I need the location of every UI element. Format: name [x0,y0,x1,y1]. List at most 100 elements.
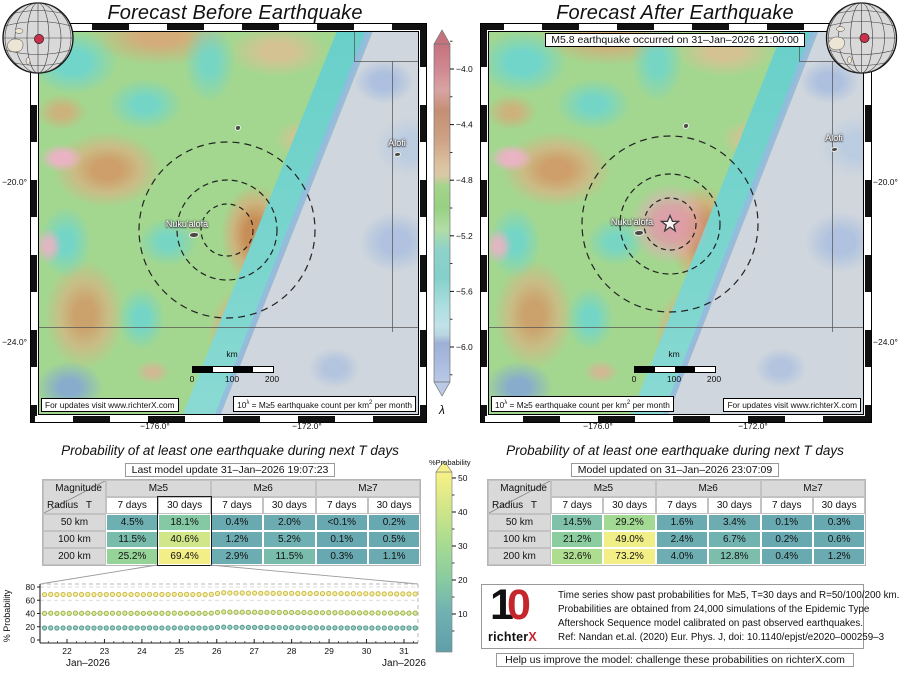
svg-text:40: 40 [458,507,468,517]
magnitude-group-header: M≥7 [315,480,421,497]
probability-cell: 0.4% [760,548,813,565]
before-model-update: Last model update 31–Jan–2026 19:07:23 [10,460,450,478]
probability-cell: 1.2% [210,531,264,548]
probability-cell: 0.3% [812,514,866,531]
scalebar-tick: 200 [264,374,280,384]
svg-text:λ: λ [438,403,445,417]
probability-cell: 11.5% [106,531,159,548]
probability-cell: 3.4% [708,514,761,531]
graticule-line [39,327,418,328]
lat-tick-label: −24.0° [873,337,898,347]
corner-magnitude: Magnitude [55,483,102,494]
graticule-line [353,61,418,62]
table-corner-cell: Magnitude Radius T [43,480,106,514]
note-line: Ref: Nandan et.al. (2020) Eur. Phys. J, … [558,632,885,643]
probability-cell: 14.5% [551,514,604,531]
probability-colorbar: 50 40 30 20 10 %Probability [429,458,471,653]
svg-text:−4.8: −4.8 [456,175,473,185]
scalebar-tick: 200 [706,374,722,384]
period-header: 7 days [655,497,709,514]
probability-cell: 2.4% [655,531,709,548]
globe-inset-right [823,0,900,81]
probability-cell: 29.2% [603,514,656,531]
series-points-0 [41,590,418,598]
lon-tick-label: −176.0° [140,421,170,431]
probability-cell: 1.2% [812,548,866,565]
period-header: 30 days [603,497,656,514]
map-frame-border [31,30,37,416]
period-header: 30 days [367,497,421,514]
svg-text:25: 25 [175,646,185,656]
svg-text:50: 50 [458,473,468,483]
island-label: Alofi [825,133,843,143]
probability-cell: 0.2% [760,531,813,548]
logo-digit-0: 0 [507,581,531,629]
svg-text:Jan–2026: Jan–2026 [382,658,426,669]
radius-header: 100 km [43,531,106,548]
period-header: 7 days [106,497,159,514]
probability-timeseries-chart: 22 23 24 25 26 27 28 29 30 31 0 20 40 60 80 Jan–2026 Jan… [2,564,426,669]
graticule-line [489,327,863,328]
magnitude-group-header: M≥6 [655,480,761,497]
svg-text:−5.2: −5.2 [456,231,473,241]
lon-tick-label: −172.0° [292,421,322,431]
probability-cell: 1.6% [655,514,709,531]
probability-cell: 0.1% [315,531,368,548]
period-header: 7 days [210,497,264,514]
map-frame-border [481,30,487,416]
scalebar-tick: 100 [666,374,682,384]
corner-magnitude: Magnitude [500,483,547,494]
lambda-definition-note: 10λ = M≥5 earthquake count per km2 per m… [233,396,416,412]
island-dot [235,125,241,131]
map-frame-border [865,30,871,416]
globe-inset-left [0,0,76,81]
location-dot [859,33,870,43]
note-line: Aftershock Sequence model calibrated on … [558,618,863,629]
note-line: Time series show past probabilities for … [558,590,900,601]
radius-circles [581,135,759,313]
city-label: Nuku'alofa [610,217,654,227]
before-title: Forecast Before Earthquake [107,2,363,24]
map-frame-border [31,24,426,30]
svg-text:22: 22 [62,646,72,656]
rate-colorbar: −4.0 −4.4 −4.8 −5.2 −5.6 −6.0 λ [433,29,473,417]
magnitude-group-header: M≥5 [106,480,211,497]
logo-wordmark: richterX [488,630,537,644]
scalebar-tick: 0 [189,374,195,384]
updates-link-note: For updates visit www.richterX.com [723,398,861,412]
svg-text:31: 31 [399,646,409,656]
radius-header: 50 km [43,514,106,531]
svg-text:27: 27 [249,646,259,656]
lat-tick-label: −20.0° [2,177,27,187]
svg-text:80: 80 [26,582,36,592]
probability-cell: 4.5% [106,514,159,531]
magnitude-group-header: M≥5 [551,480,656,497]
island-dot [683,123,689,129]
lambda-definition-note: 10λ = M≥5 earthquake count per km2 per m… [491,396,674,412]
period-header: 30 days [812,497,866,514]
probability-cell: 69.4% [158,548,211,565]
period-header: 30 days [158,497,211,514]
lon-tick-label: −172.0° [738,421,768,431]
help-banner: Help us improve the model: challenge the… [455,650,895,668]
globe-landmass [6,28,31,65]
svg-text:24: 24 [137,646,147,656]
map-scalebar: km 0 100 200 [152,349,312,384]
tongatapu-island [634,230,644,236]
model-note-box: 1 0 richterX Time series show past proba… [481,581,899,649]
alofi-island [394,152,401,157]
svg-text:40: 40 [26,609,36,619]
after-map: Nuku'alofa Alofi km 0 100 200 10λ = M≥5 … [488,31,864,415]
after-prob-title: Probability of at least one earthquake d… [506,443,844,458]
svg-text:−4.0: −4.0 [456,64,473,74]
before-map-panel: Nuku'alofa Alofi km 0 100 200 For update… [30,23,427,423]
updates-link-note: For updates visit www.richterX.com [41,398,179,412]
probability-cell: 0.4% [210,514,264,531]
corner-t: T [85,500,92,511]
before-prob-title: Probability of at least one earthquake d… [61,443,399,458]
richterx-logo: 1 0 richterX [488,581,554,644]
svg-text:20: 20 [458,575,468,585]
probability-cell: 40.6% [158,531,211,548]
map-scalebar: km 0 100 200 [594,349,754,384]
probability-cell: 73.2% [603,548,656,565]
